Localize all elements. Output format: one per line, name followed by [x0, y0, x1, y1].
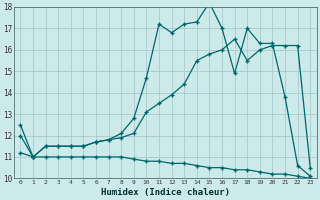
X-axis label: Humidex (Indice chaleur): Humidex (Indice chaleur) — [101, 188, 230, 197]
